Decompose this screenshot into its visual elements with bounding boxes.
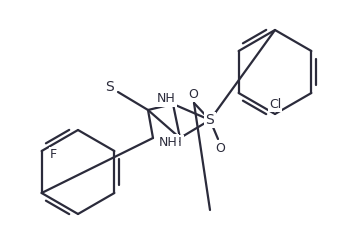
Text: NH: NH — [157, 93, 175, 105]
Text: S: S — [105, 80, 113, 94]
Text: S: S — [206, 113, 214, 127]
Text: F: F — [50, 148, 57, 161]
Text: NH: NH — [159, 135, 177, 148]
Text: O: O — [215, 142, 225, 155]
Text: NH: NH — [164, 136, 183, 149]
Text: Cl: Cl — [269, 97, 281, 110]
Text: O: O — [188, 88, 198, 101]
